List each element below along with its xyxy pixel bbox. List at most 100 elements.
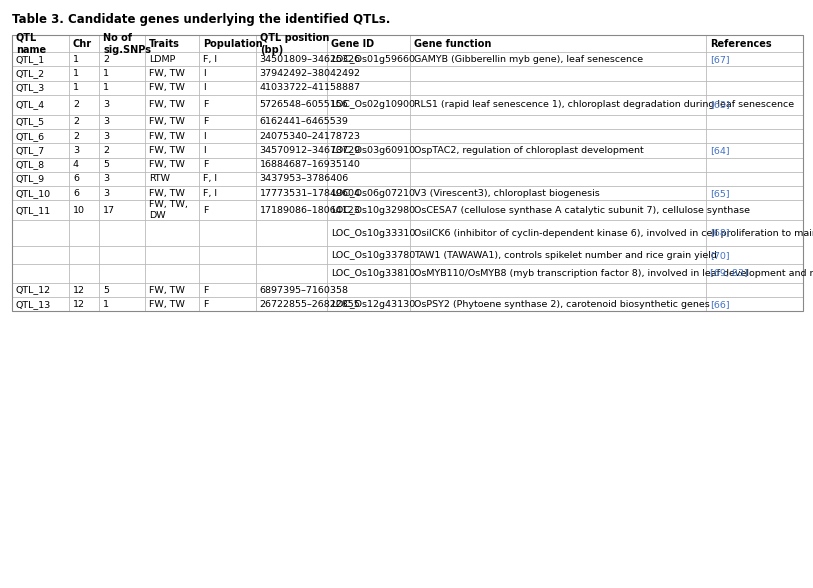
Bar bbox=[255, 52, 327, 66]
Bar bbox=[327, 172, 410, 186]
Text: QTL_11: QTL_11 bbox=[16, 206, 51, 215]
Bar bbox=[198, 283, 255, 297]
Bar bbox=[410, 143, 706, 158]
Text: I: I bbox=[202, 146, 206, 155]
Text: 34501809–34625326: 34501809–34625326 bbox=[259, 55, 361, 64]
Bar bbox=[706, 297, 803, 312]
Bar bbox=[410, 172, 706, 186]
Text: QTL_10: QTL_10 bbox=[16, 189, 51, 198]
Bar bbox=[255, 129, 327, 143]
Bar bbox=[69, 220, 99, 246]
Bar bbox=[99, 201, 145, 220]
Text: QTL_3: QTL_3 bbox=[16, 83, 46, 92]
Text: F, I: F, I bbox=[202, 189, 217, 198]
Bar bbox=[12, 35, 69, 52]
Bar bbox=[12, 115, 69, 129]
Text: [63]: [63] bbox=[711, 101, 730, 109]
Bar bbox=[255, 201, 327, 220]
Bar bbox=[255, 283, 327, 297]
Bar bbox=[198, 35, 255, 52]
Bar bbox=[145, 81, 198, 95]
Bar bbox=[69, 35, 99, 52]
Bar bbox=[69, 172, 99, 186]
Text: 2: 2 bbox=[73, 101, 79, 109]
Bar bbox=[410, 201, 706, 220]
Text: FW, TW: FW, TW bbox=[149, 118, 185, 126]
Bar bbox=[410, 220, 706, 246]
Text: F, I: F, I bbox=[202, 175, 217, 183]
Bar bbox=[145, 172, 198, 186]
Text: 16884687–16935140: 16884687–16935140 bbox=[259, 160, 360, 169]
Text: 2: 2 bbox=[73, 132, 79, 141]
Bar bbox=[706, 220, 803, 246]
Bar bbox=[706, 186, 803, 201]
Text: RTW: RTW bbox=[149, 175, 170, 183]
Bar bbox=[706, 115, 803, 129]
Bar bbox=[198, 158, 255, 172]
Bar bbox=[12, 95, 69, 115]
Text: 3: 3 bbox=[103, 118, 109, 126]
Text: 6: 6 bbox=[73, 175, 79, 183]
Bar bbox=[198, 265, 255, 283]
Text: FW, TW: FW, TW bbox=[149, 300, 185, 309]
Text: LOC_Os10g33780: LOC_Os10g33780 bbox=[331, 250, 415, 260]
Text: 1: 1 bbox=[73, 83, 79, 92]
Text: 5: 5 bbox=[103, 160, 109, 169]
Text: 1: 1 bbox=[103, 300, 109, 309]
Text: 3: 3 bbox=[103, 175, 109, 183]
Text: TAW1 (TAWAWA1), controls spikelet number and rice grain yield: TAW1 (TAWAWA1), controls spikelet number… bbox=[414, 250, 717, 260]
Bar bbox=[327, 115, 410, 129]
Text: FW, TW: FW, TW bbox=[149, 83, 185, 92]
Text: QTL_9: QTL_9 bbox=[16, 175, 46, 183]
Bar bbox=[99, 172, 145, 186]
Text: 3437953–3786406: 3437953–3786406 bbox=[259, 175, 349, 183]
Bar bbox=[327, 129, 410, 143]
Text: 37942492–38042492: 37942492–38042492 bbox=[259, 69, 361, 78]
Bar bbox=[145, 35, 198, 52]
Text: F: F bbox=[202, 118, 208, 126]
Bar bbox=[198, 129, 255, 143]
Bar bbox=[145, 201, 198, 220]
Text: OsMYB110/OsMYB8 (myb transcription factor 8), involved in leaf development and r: OsMYB110/OsMYB8 (myb transcription facto… bbox=[414, 269, 813, 278]
Bar bbox=[255, 158, 327, 172]
Bar bbox=[327, 265, 410, 283]
Bar bbox=[706, 95, 803, 115]
Bar bbox=[198, 220, 255, 246]
Bar bbox=[12, 35, 803, 312]
Bar bbox=[198, 246, 255, 265]
Text: 24075340–24178723: 24075340–24178723 bbox=[259, 132, 361, 141]
Bar bbox=[410, 246, 706, 265]
Bar bbox=[145, 186, 198, 201]
Text: [70]: [70] bbox=[711, 250, 730, 260]
Text: 5726548–6055156: 5726548–6055156 bbox=[259, 101, 349, 109]
Bar bbox=[198, 297, 255, 312]
Text: RLS1 (rapid leaf senescence 1), chloroplast degradation during leaf senescence: RLS1 (rapid leaf senescence 1), chloropl… bbox=[414, 101, 794, 109]
Bar bbox=[99, 129, 145, 143]
Bar bbox=[255, 95, 327, 115]
Bar bbox=[198, 95, 255, 115]
Bar bbox=[145, 220, 198, 246]
Bar bbox=[327, 81, 410, 95]
Bar bbox=[198, 52, 255, 66]
Text: Traits: Traits bbox=[149, 39, 180, 49]
Bar bbox=[99, 297, 145, 312]
Text: F: F bbox=[202, 101, 208, 109]
Bar bbox=[410, 95, 706, 115]
Bar bbox=[145, 143, 198, 158]
Text: QTL_1: QTL_1 bbox=[16, 55, 46, 64]
Bar bbox=[99, 52, 145, 66]
Text: 3: 3 bbox=[103, 101, 109, 109]
Bar bbox=[255, 66, 327, 81]
Bar bbox=[12, 246, 69, 265]
Bar bbox=[410, 66, 706, 81]
Bar bbox=[69, 143, 99, 158]
Bar bbox=[198, 172, 255, 186]
Bar bbox=[69, 265, 99, 283]
Bar bbox=[145, 283, 198, 297]
Bar bbox=[99, 158, 145, 172]
Bar bbox=[706, 143, 803, 158]
Bar bbox=[706, 201, 803, 220]
Text: [64]: [64] bbox=[711, 146, 730, 155]
Text: LOC_Os10g33810: LOC_Os10g33810 bbox=[331, 269, 415, 278]
Text: LOC_Os03g60910: LOC_Os03g60910 bbox=[331, 146, 415, 155]
